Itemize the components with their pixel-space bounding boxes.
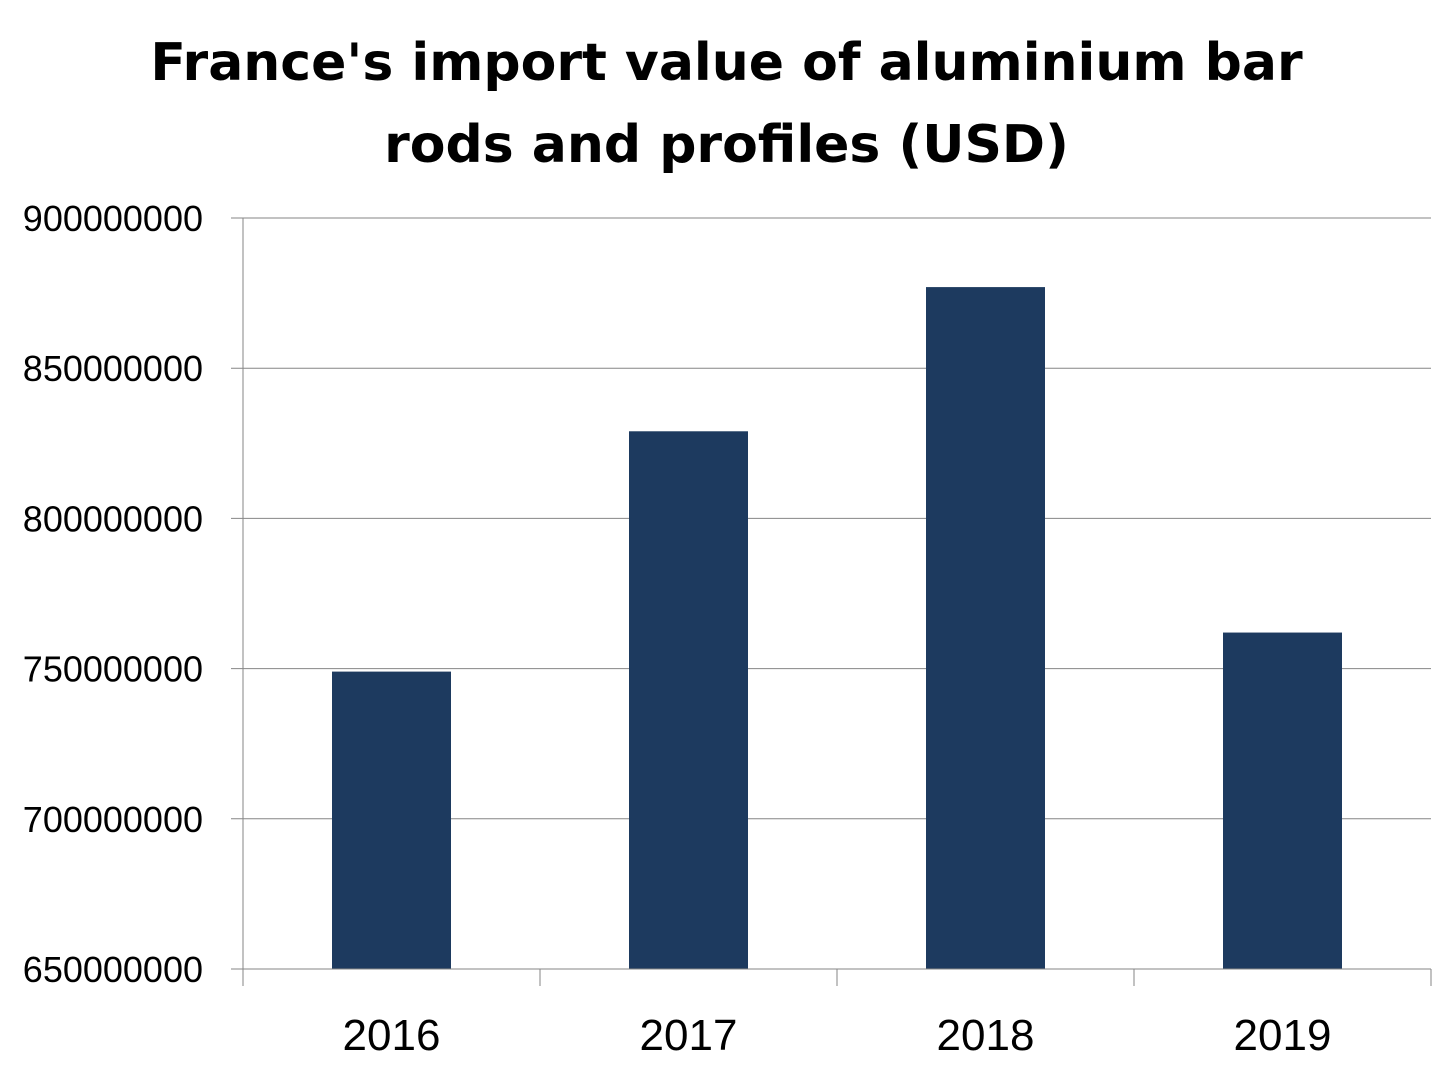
x-tick-label-2019: 2019 [1234,1011,1332,1060]
y-tick-label-750000000: 750000000 [23,649,203,690]
y-tick-label-900000000: 900000000 [23,198,203,239]
x-tick-label-2016: 2016 [343,1011,441,1060]
labels: 650000000 700000000 750000000 800000000 8500… [23,198,1332,1060]
bar-2019 [1223,632,1342,969]
y-tick-label-650000000: 650000000 [23,949,203,990]
axes [242,218,1432,986]
y-tick-label-850000000: 850000000 [23,348,203,389]
chart-title-line-1: France's import value of aluminium bar [150,33,1303,93]
bar-2016 [332,671,451,969]
x-tick-label-2017: 2017 [640,1011,738,1060]
y-tick-label-800000000: 800000000 [23,498,203,539]
bar-2018 [926,287,1045,969]
chart-title-line-2: rods and profiles (USD) [384,115,1069,175]
chart-title: France's import value of aluminium bar r… [0,22,1453,186]
bars [332,287,1342,969]
x-tick-label-2018: 2018 [937,1011,1035,1060]
y-tick-label-700000000: 700000000 [23,799,203,840]
bar-2017 [629,431,748,969]
